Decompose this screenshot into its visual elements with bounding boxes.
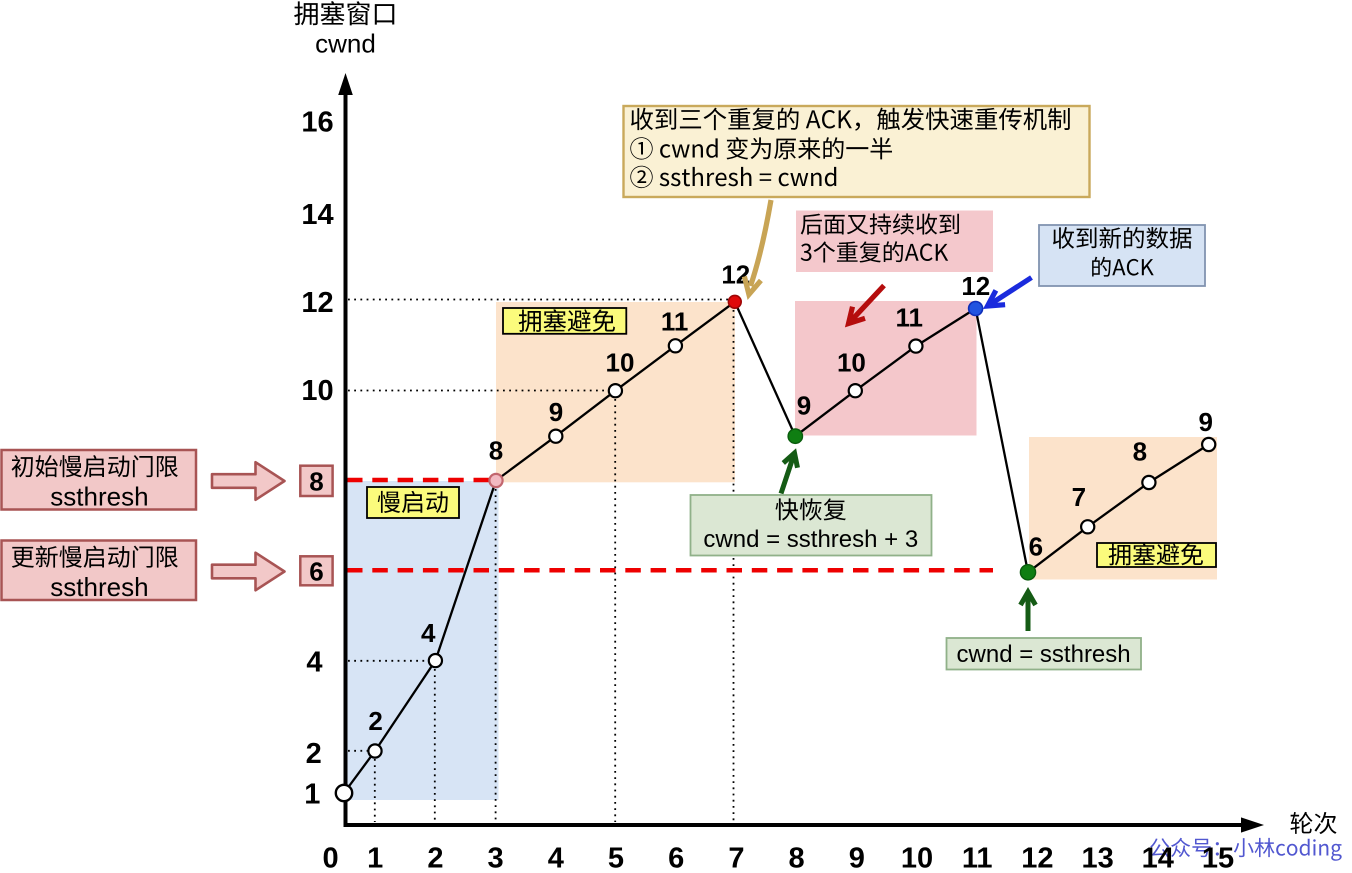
svg-text:9: 9 <box>549 397 563 427</box>
svg-text:8: 8 <box>789 843 805 873</box>
svg-text:12: 12 <box>1021 843 1053 873</box>
svg-text:11: 11 <box>661 306 689 336</box>
svg-text:ssthresh: ssthresh <box>50 482 148 512</box>
svg-text:6: 6 <box>668 843 684 873</box>
svg-text:7: 7 <box>1072 482 1086 512</box>
svg-text:11: 11 <box>962 843 993 873</box>
svg-text:2: 2 <box>368 706 382 736</box>
svg-text:9: 9 <box>849 843 865 873</box>
svg-text:10: 10 <box>301 375 333 407</box>
svg-text:7: 7 <box>728 843 744 873</box>
svg-text:2: 2 <box>306 738 322 770</box>
svg-text:13: 13 <box>1081 843 1113 873</box>
svg-text:1: 1 <box>304 779 320 811</box>
svg-text:4: 4 <box>548 843 564 873</box>
svg-text:cwnd = ssthresh: cwnd = ssthresh <box>957 641 1131 668</box>
svg-text:10: 10 <box>606 347 635 377</box>
svg-text:9: 9 <box>1198 407 1212 437</box>
svg-text:14: 14 <box>301 199 333 231</box>
svg-text:14: 14 <box>1142 843 1174 873</box>
svg-text:5: 5 <box>608 843 624 873</box>
svg-text:8: 8 <box>1133 436 1147 466</box>
svg-text:cwnd: cwnd <box>315 29 376 59</box>
svg-text:11: 11 <box>895 302 923 332</box>
svg-text:4: 4 <box>421 618 436 648</box>
svg-text:8: 8 <box>309 467 323 497</box>
svg-text:9: 9 <box>797 391 811 421</box>
svg-text:ssthresh: ssthresh <box>50 572 148 602</box>
svg-text:0: 0 <box>323 843 339 873</box>
svg-text:12: 12 <box>301 287 333 319</box>
svg-text:cwnd = ssthresh + 3: cwnd = ssthresh + 3 <box>703 526 918 553</box>
svg-text:10: 10 <box>901 843 933 873</box>
svg-text:12: 12 <box>961 271 990 301</box>
svg-text:6: 6 <box>309 557 323 587</box>
svg-text:1: 1 <box>367 843 383 873</box>
svg-text:10: 10 <box>837 347 866 377</box>
svg-text:4: 4 <box>306 646 322 678</box>
svg-text:6: 6 <box>1029 532 1043 562</box>
svg-text:16: 16 <box>301 106 333 138</box>
svg-text:15: 15 <box>1202 843 1234 873</box>
svg-text:2: 2 <box>427 843 443 873</box>
svg-text:8: 8 <box>489 436 503 466</box>
svg-text:3: 3 <box>488 843 504 873</box>
